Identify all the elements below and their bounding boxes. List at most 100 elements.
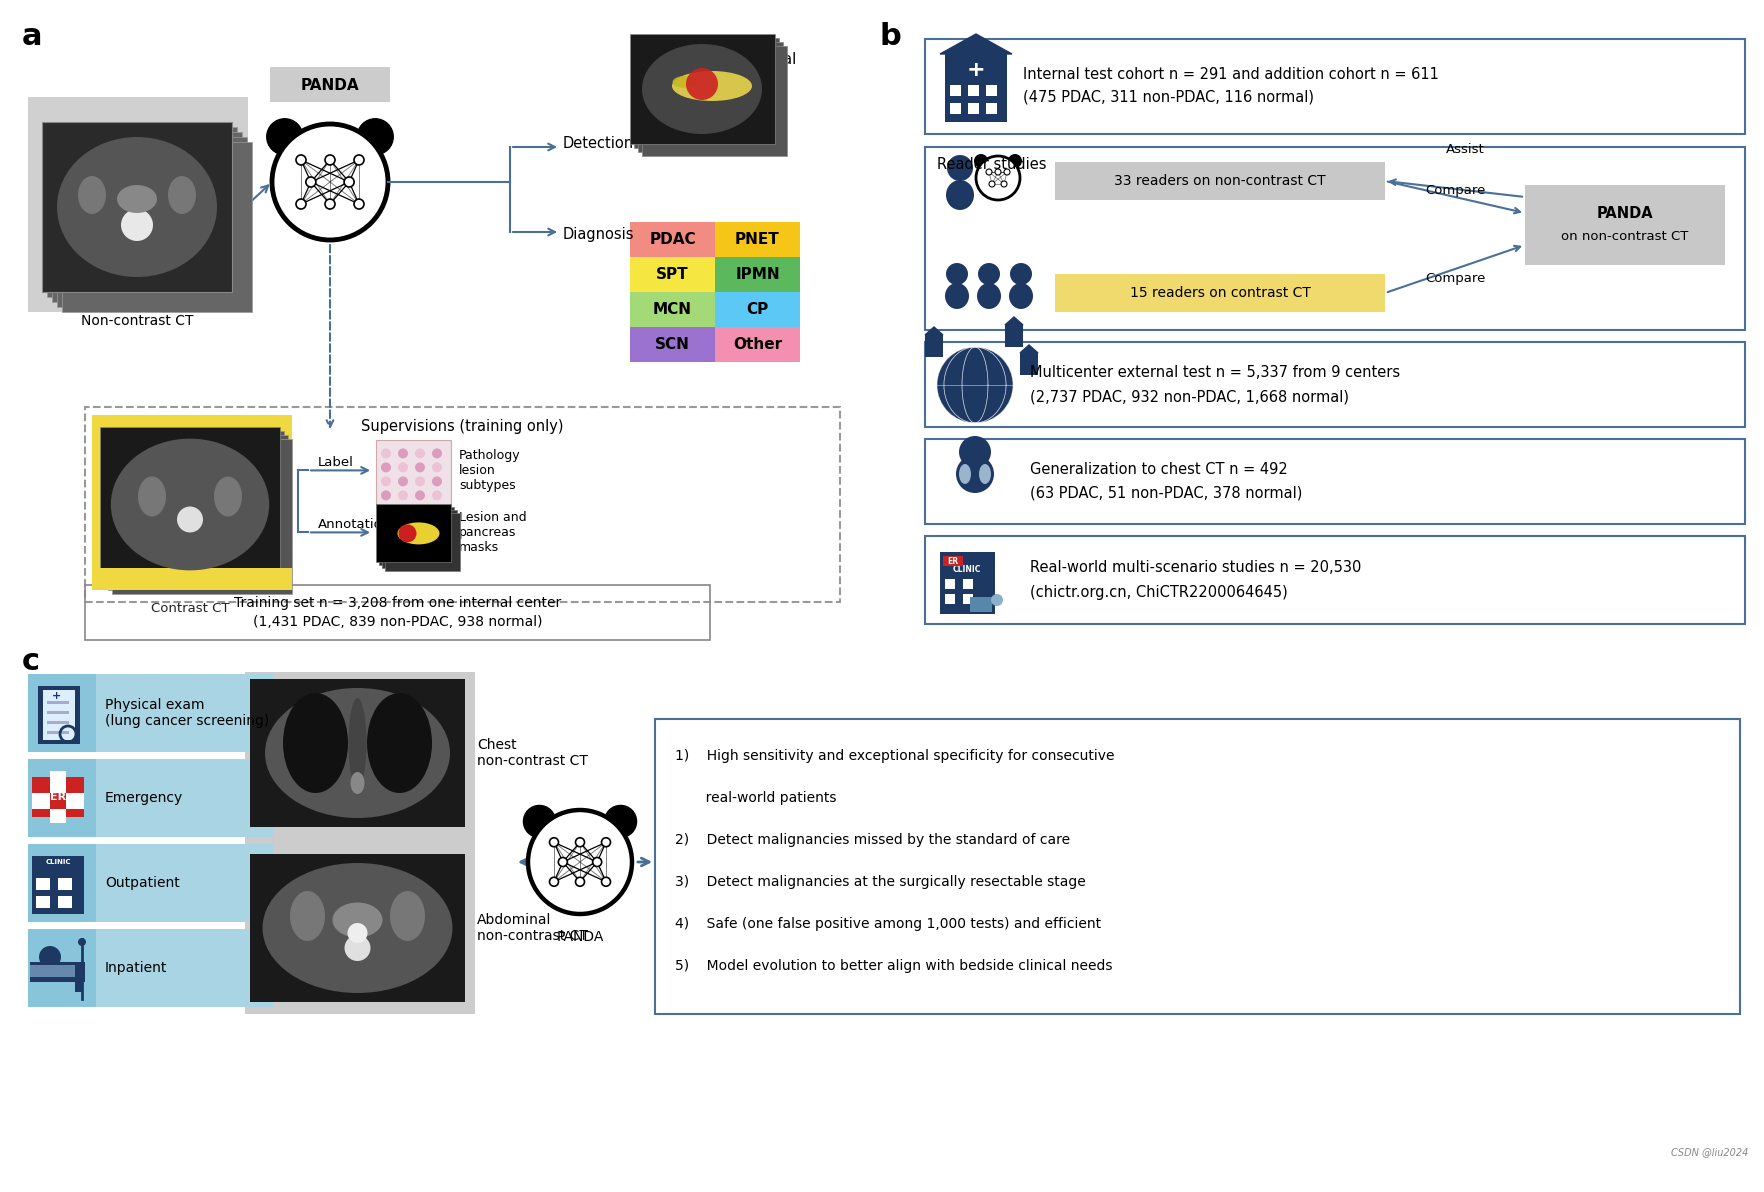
Bar — [944, 54, 1007, 122]
Circle shape — [1009, 263, 1032, 285]
Text: (1,431 PDAC, 839 non-PDAC, 938 normal): (1,431 PDAC, 839 non-PDAC, 938 normal) — [252, 615, 542, 628]
Circle shape — [78, 938, 86, 946]
Bar — [714, 327, 799, 362]
Ellipse shape — [176, 507, 203, 533]
Text: Annotation: Annotation — [318, 519, 392, 532]
Ellipse shape — [344, 935, 370, 961]
Text: 3)    Detect malignancies at the surgically resectable stage: 3) Detect malignancies at the surgically… — [674, 875, 1085, 889]
Ellipse shape — [282, 693, 348, 793]
Circle shape — [344, 176, 355, 187]
Ellipse shape — [351, 772, 365, 794]
Ellipse shape — [332, 902, 383, 937]
Circle shape — [432, 448, 441, 459]
Circle shape — [325, 199, 335, 209]
Bar — [28, 929, 95, 1007]
Circle shape — [686, 68, 718, 100]
Text: Other: Other — [732, 337, 781, 352]
Bar — [250, 853, 464, 1002]
Bar — [28, 673, 273, 752]
Bar — [85, 406, 840, 602]
Circle shape — [397, 490, 407, 501]
Text: Reader studies: Reader studies — [937, 157, 1046, 172]
Circle shape — [266, 119, 303, 155]
Bar — [654, 719, 1739, 1014]
Text: 4)    Safe (one false positive among 1,000 tests) and efficient: 4) Safe (one false positive among 1,000 … — [674, 917, 1101, 931]
Text: Pathology
lesion
subtypes: Pathology lesion subtypes — [459, 449, 520, 492]
Text: Real-world multi-scenario studies n = 20,530: Real-world multi-scenario studies n = 20… — [1030, 560, 1360, 576]
Text: (chictr.org.cn, ChiCTR2200064645): (chictr.org.cn, ChiCTR2200064645) — [1030, 584, 1288, 600]
Circle shape — [381, 477, 392, 486]
Bar — [630, 327, 714, 362]
Bar — [944, 594, 954, 604]
Text: Abdominal
non-contrast CT: Abdominal non-contrast CT — [476, 913, 587, 943]
Circle shape — [415, 462, 425, 472]
Text: Outpatient: Outpatient — [104, 876, 180, 890]
Text: on non-contrast CT: on non-contrast CT — [1561, 230, 1688, 243]
Text: Compare: Compare — [1424, 272, 1484, 285]
Bar — [924, 335, 942, 356]
Text: PANDA: PANDA — [1596, 205, 1653, 221]
Text: SCN: SCN — [654, 337, 690, 352]
Circle shape — [974, 154, 988, 168]
Text: Supervisions (training only): Supervisions (training only) — [362, 420, 563, 434]
Text: Generalization to chest CT n = 492: Generalization to chest CT n = 492 — [1030, 462, 1288, 477]
Ellipse shape — [367, 693, 432, 793]
Ellipse shape — [956, 455, 993, 493]
Text: (2,737 PDAC, 932 non-PDAC, 1,668 normal): (2,737 PDAC, 932 non-PDAC, 1,668 normal) — [1030, 389, 1348, 404]
Bar — [58, 879, 72, 890]
Circle shape — [602, 877, 610, 887]
Bar — [630, 35, 774, 144]
Circle shape — [549, 838, 557, 846]
Bar — [30, 966, 74, 977]
Bar — [642, 46, 787, 156]
Circle shape — [355, 155, 363, 164]
Circle shape — [305, 176, 316, 187]
Bar — [28, 673, 95, 752]
Circle shape — [325, 155, 335, 164]
Text: Contrast CT: Contrast CT — [150, 602, 229, 615]
Text: ER: ER — [947, 557, 958, 565]
Bar — [924, 39, 1745, 134]
Text: Assist: Assist — [1445, 143, 1484, 156]
Circle shape — [988, 181, 995, 187]
Text: IPMN: IPMN — [736, 267, 780, 283]
Ellipse shape — [672, 72, 751, 101]
Circle shape — [356, 119, 393, 155]
Text: Multicenter external test n = 5,337 from 9 centers: Multicenter external test n = 5,337 from… — [1030, 365, 1399, 380]
Bar — [74, 962, 83, 992]
Circle shape — [397, 462, 407, 472]
Text: +: + — [53, 691, 62, 701]
Text: SPT: SPT — [656, 267, 688, 283]
Text: Non-contrast CT: Non-contrast CT — [81, 313, 192, 328]
Circle shape — [605, 806, 637, 838]
Text: 1)    High sensitivity and exceptional specificity for consecutive: 1) High sensitivity and exceptional spec… — [674, 749, 1113, 763]
Circle shape — [381, 448, 392, 459]
Bar — [1055, 162, 1385, 200]
Text: PANDA: PANDA — [556, 930, 603, 944]
Text: a: a — [21, 21, 42, 51]
Circle shape — [1004, 169, 1009, 175]
Text: Lesion versus normal: Lesion versus normal — [640, 52, 796, 67]
Circle shape — [348, 923, 367, 943]
Circle shape — [958, 436, 990, 468]
Ellipse shape — [397, 522, 439, 545]
Bar — [58, 896, 72, 908]
Polygon shape — [1004, 317, 1023, 325]
Circle shape — [990, 594, 1002, 606]
Circle shape — [946, 263, 967, 285]
Circle shape — [1007, 154, 1021, 168]
Bar — [967, 103, 979, 114]
Bar — [1004, 325, 1023, 347]
Text: PNET: PNET — [736, 232, 780, 247]
Bar — [381, 510, 457, 569]
Circle shape — [415, 477, 425, 486]
Polygon shape — [1020, 344, 1037, 353]
Bar — [108, 435, 288, 590]
Bar — [924, 439, 1745, 524]
Circle shape — [947, 155, 972, 181]
Circle shape — [355, 199, 363, 209]
Text: 33 readers on non-contrast CT: 33 readers on non-contrast CT — [1113, 174, 1325, 188]
Ellipse shape — [958, 464, 970, 484]
Text: ER: ER — [49, 791, 65, 802]
Bar — [28, 929, 273, 1007]
